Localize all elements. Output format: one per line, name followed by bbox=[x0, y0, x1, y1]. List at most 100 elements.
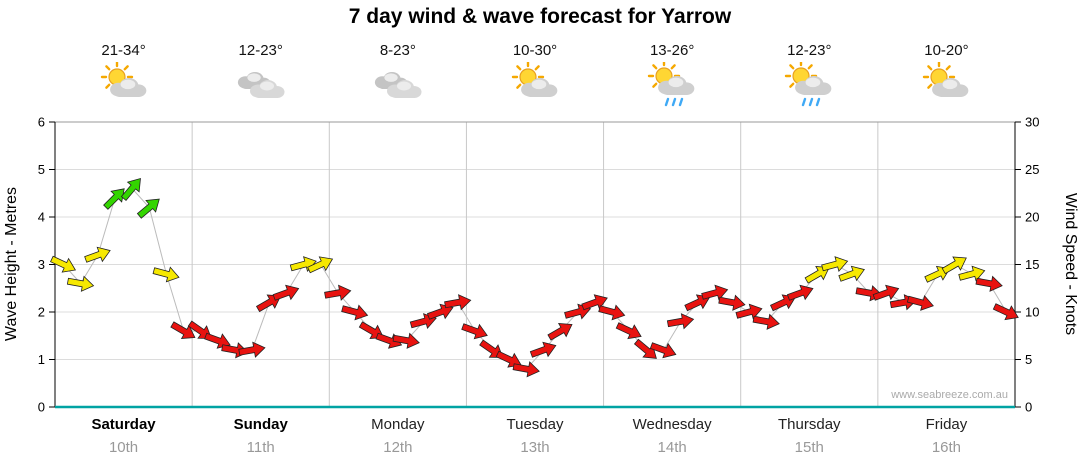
day-icon bbox=[781, 62, 837, 112]
day-date: 16th bbox=[931, 439, 962, 456]
day-date: 12th bbox=[383, 439, 413, 456]
left-tick-label: 0 bbox=[38, 400, 45, 415]
cloud-icon bbox=[109, 78, 146, 97]
wind-arrow bbox=[341, 304, 369, 321]
wind-arrow bbox=[50, 255, 77, 273]
wind-arrow bbox=[786, 284, 814, 301]
right-tick-label: 15 bbox=[1025, 257, 1039, 272]
sun-icon bbox=[923, 62, 956, 94]
right-tick-label: 30 bbox=[1025, 115, 1039, 130]
wind-arrow bbox=[479, 339, 504, 358]
weather-icon-sun-rain bbox=[785, 62, 832, 107]
day-name: Tuesday bbox=[506, 416, 564, 433]
wind-arrow bbox=[444, 294, 472, 311]
wind-arrow bbox=[426, 303, 454, 320]
right-tick-label: 25 bbox=[1025, 162, 1039, 177]
cloud-icon bbox=[795, 76, 832, 95]
rain-icon bbox=[664, 97, 684, 107]
day-name: Monday bbox=[371, 416, 425, 433]
wind-arrow bbox=[975, 275, 1003, 292]
wind-arrow bbox=[461, 323, 488, 340]
right-tick-label: 0 bbox=[1025, 400, 1032, 415]
plot-area: 0 1 2 3 4 5 6 0 5 10 15 20 25 30 bbox=[38, 115, 1040, 415]
weather-icon-sun-cloud bbox=[511, 62, 558, 97]
left-tick-label: 1 bbox=[38, 352, 45, 367]
day-date: 14th bbox=[657, 439, 687, 456]
weather-icon-sun-cloud bbox=[100, 62, 146, 97]
wind-arrow bbox=[238, 341, 266, 358]
wind-arrow bbox=[958, 265, 986, 282]
wind-arrow bbox=[272, 284, 300, 301]
day-temp: 10-30° bbox=[512, 42, 558, 59]
wind-arrow bbox=[598, 304, 626, 321]
rain-icon bbox=[802, 97, 821, 107]
day-temp: 13-26° bbox=[649, 42, 695, 59]
chart-title: 7 day wind & wave forecast for Yarrow bbox=[348, 5, 732, 28]
day-icon bbox=[96, 62, 152, 112]
wind-arrow bbox=[701, 284, 729, 301]
day-temp: 10-20° bbox=[924, 42, 969, 59]
wind-arrow bbox=[992, 303, 1019, 321]
day-date: 15th bbox=[794, 439, 824, 456]
right-tick-label: 10 bbox=[1025, 305, 1039, 320]
cloud-icon bbox=[386, 80, 422, 98]
day-name: Sunday bbox=[233, 416, 288, 433]
wind-arrow bbox=[941, 256, 967, 275]
wind-arrow bbox=[872, 284, 900, 301]
left-tick-label: 5 bbox=[38, 162, 45, 177]
day-date: 11th bbox=[246, 439, 275, 456]
day-icon bbox=[644, 62, 700, 112]
right-tick-label: 5 bbox=[1025, 352, 1032, 367]
right-axis-label: Wind Speed - Knots bbox=[1062, 193, 1079, 335]
wind-arrow bbox=[84, 246, 111, 263]
left-tick-label: 4 bbox=[38, 210, 45, 225]
wind-arrow bbox=[66, 275, 95, 292]
wind-speed-line bbox=[63, 187, 1007, 370]
right-tick-label: 20 bbox=[1025, 210, 1039, 225]
day-temp: 21-34° bbox=[101, 42, 146, 59]
day-icon bbox=[233, 62, 289, 112]
wind-arrow bbox=[512, 361, 540, 378]
wind-arrow bbox=[821, 256, 849, 273]
watermark: www.seabreeze.com.au bbox=[890, 389, 1008, 401]
cloud-icon bbox=[932, 78, 969, 97]
left-axis-label: Wave Height - Metres bbox=[3, 187, 20, 341]
wind-arrow bbox=[718, 294, 746, 311]
wind-arrow bbox=[752, 313, 780, 330]
day-icon bbox=[507, 62, 563, 112]
weather-icon-cloud bbox=[374, 71, 422, 98]
wind-arrow bbox=[735, 303, 763, 320]
day-temp: 8-23° bbox=[379, 42, 416, 59]
day-temp: 12-23° bbox=[238, 42, 283, 59]
left-tick-label: 3 bbox=[38, 257, 45, 272]
cloud-icon bbox=[249, 80, 285, 98]
cloud-icon bbox=[521, 78, 558, 97]
day-date: 13th bbox=[520, 439, 550, 456]
weather-icon-sun-cloud bbox=[923, 62, 969, 97]
wind-arrow bbox=[529, 341, 557, 358]
day-name: Thursday bbox=[778, 416, 841, 433]
wind-arrow bbox=[307, 256, 334, 274]
day-icon bbox=[918, 62, 974, 112]
wind-arrow bbox=[547, 323, 573, 341]
wind-arrow bbox=[120, 177, 141, 201]
wind-arrow bbox=[392, 332, 420, 349]
wind-arrow bbox=[649, 342, 677, 359]
wind-arrow bbox=[152, 266, 180, 283]
left-tick-label: 2 bbox=[38, 305, 45, 320]
wind-arrow bbox=[838, 265, 865, 282]
day-temp: 12-23° bbox=[787, 42, 832, 59]
day-name: Saturday bbox=[91, 416, 156, 433]
wind-arrow bbox=[615, 322, 642, 340]
wind-arrow bbox=[324, 284, 352, 301]
weather-icon-cloud bbox=[237, 71, 285, 98]
wind-arrow bbox=[666, 313, 695, 330]
day-icon bbox=[370, 62, 426, 112]
left-tick-label: 6 bbox=[38, 115, 45, 130]
day-date: 10th bbox=[108, 439, 139, 456]
wind-arrow bbox=[136, 198, 160, 219]
cloud-icon bbox=[374, 71, 408, 90]
cloud-icon bbox=[658, 76, 695, 95]
